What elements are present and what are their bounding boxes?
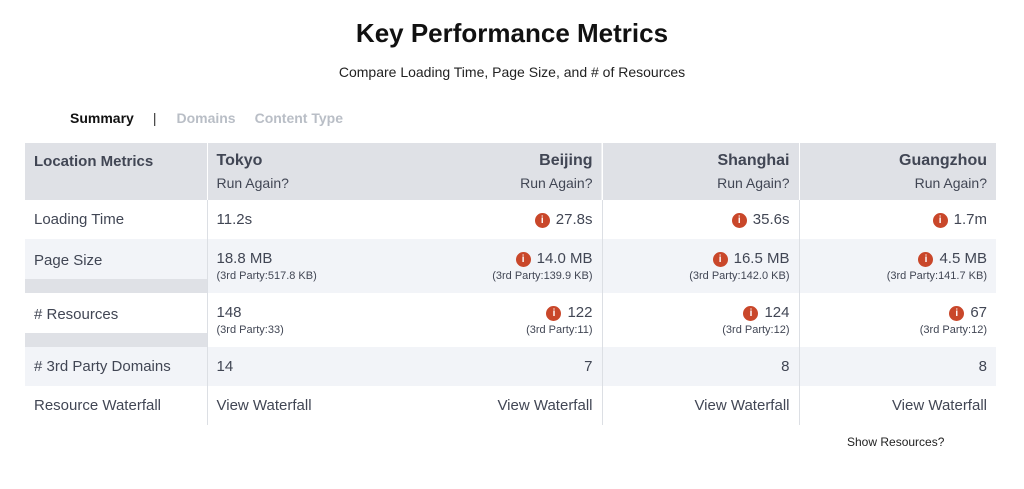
page-title: Key Performance Metrics [355, 18, 669, 48]
row-label-cell: Page Size [25, 239, 207, 293]
show-resources-link[interactable]: Show Resources? [847, 435, 945, 449]
warning-icon[interactable]: i [918, 252, 934, 267]
cell-value: i 67 (3rd Party:12) [798, 293, 996, 347]
row-label: Resource Waterfall [34, 397, 161, 414]
location-name: Guangzhou [899, 152, 987, 169]
view-waterfall-link[interactable]: View Waterfall [497, 397, 593, 414]
warning-icon[interactable]: i [932, 213, 948, 228]
warning-icon[interactable]: i [949, 306, 965, 321]
row-label: Page Size [34, 251, 103, 269]
cell-value: i 27.8s [404, 200, 602, 239]
row-label: # Resources [34, 305, 119, 323]
warning-icon[interactable]: i [515, 252, 531, 267]
view-waterfall-link[interactable]: View Waterfall [694, 397, 790, 414]
header-shanghai: Shanghai Run Again? [601, 143, 799, 200]
third-party-note: (3rd Party:142.0 KB) [689, 270, 790, 282]
warning-icon[interactable]: i [731, 213, 747, 228]
warning-icon[interactable]: i [534, 213, 550, 228]
metrics-table: Location Metrics. Tokyo Run Again? Beiji… [25, 143, 996, 425]
cell-value: i 122 (3rd Party:11) [404, 293, 602, 347]
label-band [25, 279, 207, 293]
tab-content-type[interactable]: Content Type [254, 110, 343, 126]
cell-value: 14 [206, 347, 404, 386]
cell-value: 18.8 MB (3rd Party:517.8 KB) [206, 239, 404, 293]
run-again-link[interactable]: Run Again? [717, 175, 790, 191]
cell-value: View Waterfall [404, 386, 602, 425]
warning-icon[interactable]: i [712, 252, 728, 267]
third-party-note: (3rd Party:139.9 KB) [492, 270, 593, 282]
header-guangzhou: Guangzhou Run Again? [798, 143, 996, 200]
row-label: # 3rd Party Domains [25, 347, 207, 386]
warning-icon[interactable]: i [743, 306, 759, 321]
cell-value: View Waterfall [206, 386, 404, 425]
view-waterfall-link[interactable]: View Waterfall [216, 397, 312, 414]
third-party-note: (3rd Party:12) [919, 324, 987, 336]
location-name: Beijing [539, 152, 593, 169]
location-name: Tokyo [216, 152, 263, 169]
cell-value: i 124 (3rd Party:12) [601, 293, 799, 347]
third-party-note: (3rd Party:141.7 KB) [886, 270, 987, 282]
view-waterfall-link[interactable]: View Waterfall [891, 397, 987, 414]
header-beijing: Beijing Run Again? [404, 143, 602, 200]
header-tokyo: Tokyo Run Again? [206, 143, 404, 200]
table-row-loading-time: Loading Time 11.2s i 27.8s i 35.6s i 1.7m [25, 200, 996, 239]
table-row-third-party-domains: # 3rd Party Domains 14 7 8 8 [25, 347, 996, 386]
location-name: Shanghai [717, 152, 790, 169]
cell-value: i 1.7m [798, 200, 996, 239]
third-party-note: (3rd Party:11) [526, 324, 593, 336]
tab-summary[interactable]: Summary [70, 110, 134, 126]
tab-bar: Summary | Domains Content Type [70, 110, 362, 126]
tab-domains[interactable]: Domains [176, 110, 236, 126]
tab-separator: | [152, 110, 157, 126]
table-row-resources: # Resources 148 (3rd Party:33) i 122 (3rd P… [25, 293, 996, 347]
cell-value: 8 [798, 347, 996, 386]
table-row-resource-waterfall: Resource Waterfall View Waterfall View W… [25, 386, 996, 425]
cell-value: i 14.0 MB (3rd Party:139.9 KB) [404, 239, 602, 293]
run-again-link[interactable]: Run Again? [520, 175, 593, 191]
header-location-metrics: Location Metrics. [25, 143, 207, 200]
cell-value: 7 [404, 347, 602, 386]
cell-value: 148 (3rd Party:33) [206, 293, 404, 347]
run-again-link[interactable]: Run Again? [914, 175, 987, 191]
row-label-cell: # Resources [25, 293, 207, 347]
cell-value: 8 [601, 347, 799, 386]
cell-value: i 16.5 MB (3rd Party:142.0 KB) [601, 239, 799, 293]
cell-value: 11.2s [206, 200, 404, 239]
cell-value: i 35.6s [601, 200, 799, 239]
cell-value: View Waterfall [798, 386, 996, 425]
row-label: Loading Time [34, 211, 125, 228]
label-band [25, 333, 207, 347]
cell-value: i 4.5 MB (3rd Party:141.7 KB) [798, 239, 996, 293]
warning-icon[interactable]: i [546, 306, 562, 321]
page-subtitle: Compare Loading Time, Page Size, and # o… [338, 64, 686, 80]
third-party-note: (3rd Party:12) [722, 324, 790, 336]
third-party-note: (3rd Party:33) [216, 324, 284, 336]
third-party-note: (3rd Party:517.8 KB) [216, 270, 317, 282]
cell-value: View Waterfall [601, 386, 799, 425]
table-header-row: Location Metrics. Tokyo Run Again? Beiji… [25, 143, 996, 200]
run-again-link[interactable]: Run Again? [216, 175, 289, 191]
